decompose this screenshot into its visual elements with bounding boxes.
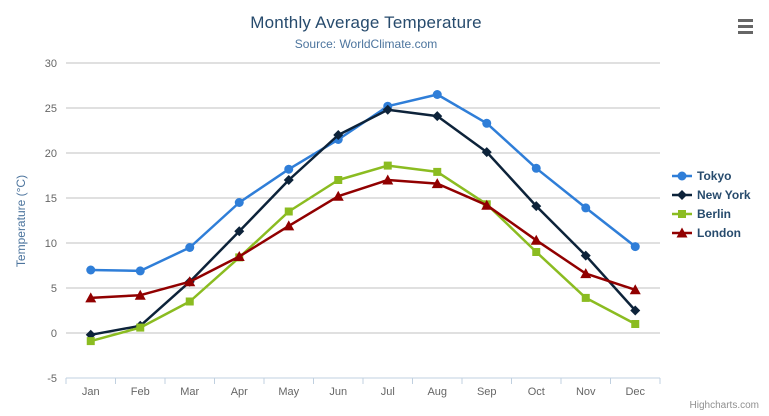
- x-axis-label: Mar: [180, 386, 199, 398]
- data-point-new-york[interactable]: [333, 130, 344, 140]
- y-axis-label: 25: [45, 103, 57, 115]
- data-point-london[interactable]: [184, 276, 196, 287]
- data-point-london[interactable]: [233, 251, 245, 261]
- data-point-berlin[interactable]: [532, 248, 541, 256]
- data-point-london[interactable]: [134, 289, 146, 300]
- data-point-berlin[interactable]: [631, 320, 640, 328]
- legend-item-berlin[interactable]: Berlin: [672, 204, 751, 223]
- legend: Tokyo New York Berlin London: [672, 166, 751, 242]
- data-point-berlin[interactable]: [334, 176, 343, 184]
- data-point-berlin[interactable]: [284, 207, 293, 216]
- series-line-berlin: [89, 164, 637, 343]
- data-point-new-york[interactable]: [234, 226, 245, 237]
- y-axis-label: 0: [51, 328, 57, 340]
- legend-label: New York: [697, 187, 751, 202]
- legend-item-tokyo[interactable]: Tokyo: [672, 166, 751, 185]
- x-axis-label: Jan: [82, 386, 100, 398]
- data-point-new-york[interactable]: [531, 201, 542, 212]
- data-point-tokyo[interactable]: [135, 266, 145, 276]
- legend-label: Tokyo: [697, 168, 732, 183]
- data-point-new-york[interactable]: [432, 111, 443, 122]
- data-point-berlin[interactable]: [581, 293, 590, 302]
- x-axis-label: Dec: [625, 386, 645, 398]
- x-axis-label: Jun: [329, 386, 347, 398]
- data-point-new-york[interactable]: [481, 147, 492, 158]
- export-menu-button[interactable]: [733, 15, 757, 37]
- chart-subtitle: Source: WorldClimate.com: [294, 37, 438, 51]
- data-point-berlin[interactable]: [383, 161, 392, 170]
- series-line-london: [89, 178, 637, 300]
- data-point-tokyo[interactable]: [86, 265, 96, 275]
- x-axis-label: Jul: [381, 386, 395, 398]
- x-axis-label: Apr: [231, 386, 248, 398]
- y-axis-title: Temperature (°C): [14, 175, 28, 267]
- data-point-berlin[interactable]: [86, 337, 95, 346]
- x-axis-label: Nov: [576, 386, 596, 398]
- data-point-london[interactable]: [382, 174, 394, 185]
- data-point-london[interactable]: [431, 178, 443, 189]
- legend-marker-symbol: [677, 189, 687, 200]
- data-point-berlin[interactable]: [136, 323, 145, 332]
- data-point-tokyo[interactable]: [234, 198, 244, 207]
- data-point-london[interactable]: [332, 190, 344, 201]
- x-axis-label: Feb: [131, 386, 150, 398]
- data-point-new-york[interactable]: [580, 250, 591, 261]
- x-axis-label: May: [278, 386, 299, 398]
- y-axis-label: 10: [45, 238, 57, 250]
- y-axis-label: 15: [45, 193, 57, 205]
- data-point-tokyo[interactable]: [531, 163, 541, 173]
- legend-marker-triangle-icon: [672, 227, 692, 237]
- data-point-tokyo[interactable]: [432, 90, 442, 99]
- data-point-london[interactable]: [481, 199, 493, 210]
- legend-label: London: [697, 225, 741, 240]
- data-point-tokyo[interactable]: [630, 242, 640, 252]
- legend-marker-diamond-icon: [672, 189, 692, 200]
- legend-marker-symbol: [676, 227, 688, 237]
- data-point-london[interactable]: [283, 220, 295, 231]
- legend-marker-circle-icon: [672, 171, 692, 180]
- legend-item-new-york[interactable]: New York: [672, 185, 751, 204]
- legend-marker-square-icon: [672, 209, 692, 218]
- legend-marker-symbol: [677, 171, 687, 180]
- data-point-new-york[interactable]: [283, 175, 294, 185]
- data-point-london[interactable]: [530, 234, 542, 245]
- chart-title: Monthly Average Temperature: [250, 13, 482, 32]
- data-point-london[interactable]: [85, 292, 97, 303]
- highcharts-credit-link[interactable]: Highcharts.com: [689, 400, 759, 411]
- legend-marker-symbol: [678, 209, 686, 218]
- series-line-tokyo: [89, 93, 637, 273]
- data-point-berlin[interactable]: [433, 167, 442, 176]
- data-point-tokyo[interactable]: [284, 164, 294, 174]
- data-point-berlin[interactable]: [185, 297, 194, 306]
- data-point-new-york[interactable]: [382, 104, 393, 115]
- y-axis-label: 30: [45, 58, 57, 70]
- data-point-new-york[interactable]: [630, 305, 641, 316]
- x-axis-label: Oct: [528, 386, 545, 398]
- data-point-london[interactable]: [580, 268, 592, 279]
- x-axis-label: Aug: [427, 386, 447, 398]
- y-axis-label: 5: [51, 283, 57, 295]
- y-axis-label: 20: [45, 148, 57, 160]
- legend-item-london[interactable]: London: [672, 223, 751, 242]
- y-axis-label: -5: [47, 373, 57, 385]
- x-axis-label: Sep: [477, 386, 497, 398]
- legend-label: Berlin: [697, 206, 732, 221]
- series-line-new-york: [89, 108, 637, 337]
- data-point-tokyo[interactable]: [482, 118, 492, 128]
- data-point-london[interactable]: [629, 284, 641, 295]
- data-point-tokyo[interactable]: [185, 243, 195, 252]
- data-point-tokyo[interactable]: [581, 203, 591, 213]
